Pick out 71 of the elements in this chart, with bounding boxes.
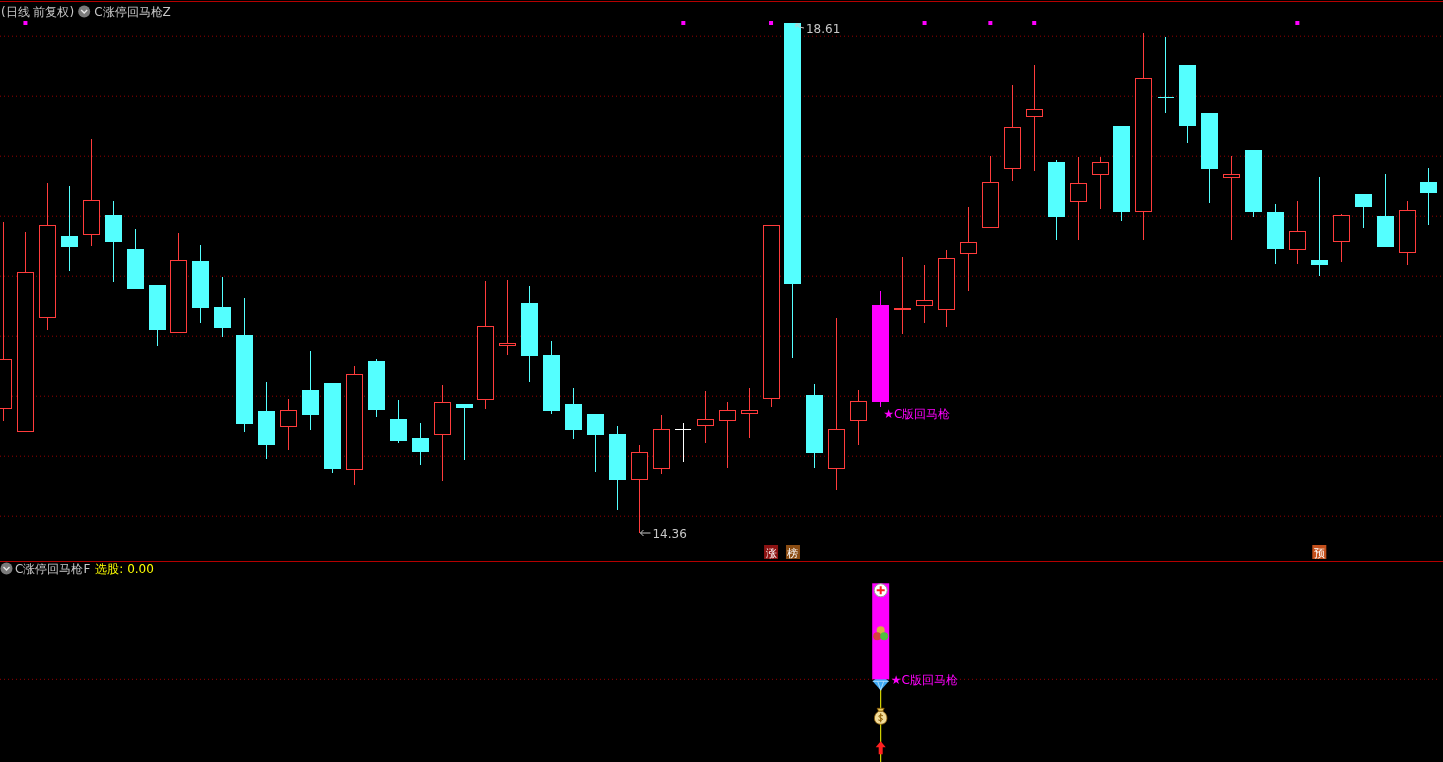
candlestick [60, 185, 78, 272]
candlestick [806, 383, 824, 469]
candlestick [1354, 194, 1372, 229]
candlestick [521, 285, 539, 383]
candlestick [587, 413, 605, 473]
candlestick [565, 387, 583, 440]
candlestick [1047, 159, 1065, 241]
candlestick [1003, 84, 1021, 182]
candlestick [1310, 176, 1328, 277]
chart-title: (日线 前复权) [1, 5, 75, 19]
candlestick [1332, 213, 1350, 263]
candlestick [367, 358, 385, 418]
candlestick [959, 206, 977, 292]
candlestick [1201, 112, 1219, 204]
candlestick [674, 422, 692, 463]
candlestick [38, 182, 56, 331]
candlestick [302, 350, 320, 431]
candlestick [894, 256, 912, 335]
candlestick [1091, 156, 1109, 210]
candlestick [1376, 173, 1394, 247]
candlestick [280, 398, 298, 451]
candlestick [1288, 200, 1306, 265]
candlestick [1113, 125, 1131, 222]
annotation: 18.61 [805, 21, 841, 36]
candlestick [499, 279, 517, 356]
candlestick [82, 138, 100, 247]
candlestick [1266, 203, 1284, 265]
candlestick [214, 276, 232, 338]
candlestick [1245, 149, 1263, 218]
candlestick [170, 232, 188, 334]
candlestick [323, 382, 341, 474]
candlestick [937, 249, 955, 328]
candlestick [1420, 167, 1438, 226]
candlestick [16, 231, 34, 432]
candlestick [1157, 36, 1175, 114]
candlestick [104, 200, 122, 283]
candlestick [850, 389, 868, 446]
candlestick [1179, 64, 1197, 144]
candlestick [126, 228, 144, 289]
candlestick [652, 414, 670, 475]
candlestick [872, 290, 890, 408]
candlestick [1398, 200, 1416, 266]
annotation: ★C版回马枪 [890, 673, 958, 688]
candlestick [740, 387, 758, 439]
candlestick [762, 225, 780, 408]
annotation: 14.36 [652, 526, 687, 541]
candlestick [389, 399, 407, 444]
candlestick [345, 365, 363, 486]
annotation: ★C版回马枪 [883, 407, 951, 421]
candlestick [411, 422, 429, 466]
candlestick [1025, 64, 1043, 172]
candlestick [981, 155, 999, 229]
chart-title: C涨停回马枪F [15, 562, 91, 576]
candlestick [828, 317, 846, 491]
candlestick [455, 404, 473, 461]
candlestick [433, 384, 451, 482]
candlestick [718, 401, 736, 469]
candlestick [916, 264, 934, 324]
candlestick [477, 280, 495, 410]
candlestick [543, 340, 561, 415]
candlestick [1223, 155, 1241, 241]
candlestick [696, 390, 714, 444]
candlestick [236, 297, 254, 433]
candlestick [609, 425, 627, 511]
candlestick [1135, 32, 1153, 241]
candlestick [148, 285, 166, 347]
chart-subtitle: C涨停回马枪Z [94, 5, 171, 19]
candlestick [258, 381, 276, 460]
candlestick [1069, 156, 1087, 241]
chart-subtitle: 选股: 0.00 [95, 562, 154, 576]
candlestick [192, 244, 210, 324]
